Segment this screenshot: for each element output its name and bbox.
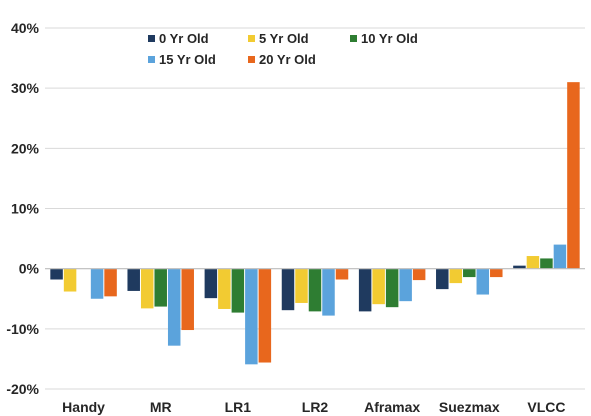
- y-tick-label: -20%: [6, 381, 39, 397]
- bar: [463, 268, 476, 278]
- bar: [322, 268, 335, 316]
- legend-label: 15 Yr Old: [159, 52, 216, 67]
- y-tick-label: 20%: [11, 140, 40, 156]
- bar: [476, 268, 490, 295]
- y-tick-label: 10%: [11, 201, 40, 217]
- bar: [553, 244, 567, 269]
- bar: [412, 268, 426, 281]
- bar: [295, 268, 308, 303]
- bar: [50, 268, 63, 280]
- bar: [231, 268, 245, 313]
- bar: [245, 268, 258, 365]
- bar: [90, 268, 104, 299]
- bar: [154, 268, 167, 307]
- x-tick-label: VLCC: [527, 399, 565, 415]
- bar: [281, 268, 295, 311]
- bar: [513, 265, 526, 269]
- legend-label: 20 Yr Old: [259, 52, 316, 67]
- bar: [399, 268, 412, 302]
- y-tick-label: 0%: [19, 261, 40, 277]
- bar: [204, 268, 218, 299]
- x-tick-label: LR2: [302, 399, 329, 415]
- legend-swatch: [248, 56, 255, 63]
- bar: [358, 268, 372, 312]
- legend-swatch: [248, 35, 255, 42]
- bar: [127, 268, 140, 291]
- bar: [490, 268, 503, 278]
- bar: [372, 268, 385, 305]
- bar: [385, 268, 399, 308]
- bar: [449, 268, 463, 284]
- legend-label: 5 Yr Old: [259, 31, 309, 46]
- gridlines: [45, 27, 585, 390]
- bar: [540, 258, 553, 269]
- bar: [167, 268, 181, 346]
- bar: [218, 268, 231, 309]
- bar: [104, 268, 117, 297]
- x-tick-label: MR: [150, 399, 172, 415]
- legend-swatch: [350, 35, 357, 42]
- x-tick-label: Handy: [62, 399, 105, 415]
- legend-label: 10 Yr Old: [361, 31, 418, 46]
- bar: [436, 268, 449, 290]
- legend-swatch: [148, 35, 155, 42]
- bar: [63, 268, 77, 292]
- y-tick-label: 30%: [11, 80, 40, 96]
- x-tick-label: Suezmax: [439, 399, 500, 415]
- bar: [567, 82, 580, 269]
- legend: 0 Yr Old 5 Yr Old 10 Yr Old 15 Yr Old 20 Yr …: [148, 31, 418, 67]
- y-tick-label: -10%: [6, 321, 39, 337]
- x-tick-label: Aframax: [364, 399, 420, 415]
- y-tick-label: 40%: [11, 20, 40, 36]
- x-tick-label: LR1: [225, 399, 252, 415]
- bar: [181, 268, 194, 331]
- axes: -20% -10% 0% 10% 20% 30% 40% Handy MR LR1 LR2 Afram…: [6, 20, 585, 415]
- legend-label: 0 Yr Old: [159, 31, 209, 46]
- bar: [335, 268, 349, 280]
- bar: [258, 268, 272, 363]
- bars: [50, 82, 580, 365]
- bar: [526, 256, 540, 269]
- bar: [308, 268, 322, 312]
- legend-swatch: [148, 56, 155, 63]
- bar: [140, 268, 154, 309]
